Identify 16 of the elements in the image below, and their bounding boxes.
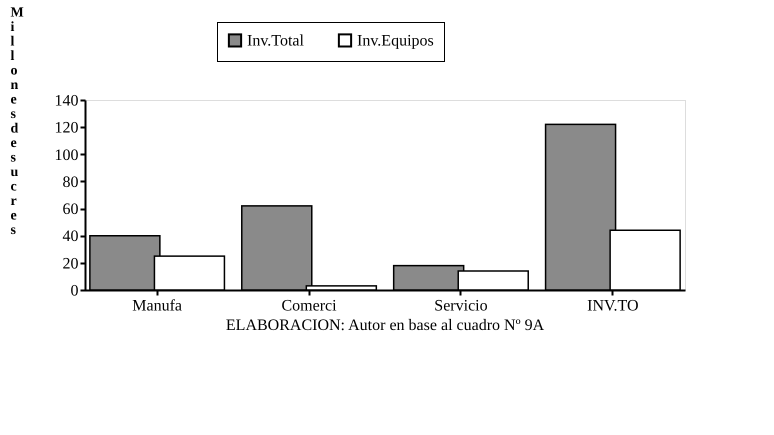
y-tick-label: 120 (54, 120, 78, 137)
text: ELABORACION: Autor en base al cuadro Nº 9A (226, 317, 545, 334)
y-tick-label: 60 (62, 201, 78, 218)
legend-label: Inv.Equipos (357, 32, 434, 50)
x-tick-label: Comerci (282, 298, 338, 314)
text: Millones de sucres (10, 6, 24, 238)
y-tick-label: 140 (54, 92, 78, 110)
y-tick-label: 80 (62, 174, 78, 191)
y-tick-label: 0 (70, 282, 78, 300)
y-tick-label: 100 (54, 146, 78, 164)
x-tick-label: Manufa (132, 298, 182, 314)
legend-label: Inv.Total (247, 32, 304, 50)
x-tick-label: Servicio (434, 298, 488, 314)
x-tick-label: INV.TO (587, 298, 639, 314)
y-tick-label: 40 (62, 228, 78, 246)
y-tick-label: 20 (62, 255, 78, 272)
